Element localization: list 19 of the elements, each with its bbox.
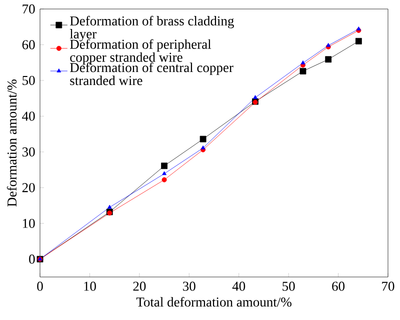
x-tick-label: 20 — [133, 282, 146, 291]
x-tick-label: 0 — [37, 282, 43, 291]
y-tick-label: 60 — [22, 40, 35, 50]
y-tick-label: 70 — [22, 4, 35, 14]
y-tick-label: 20 — [22, 183, 35, 192]
y-tick-label: 0 — [29, 254, 35, 264]
legend-label: Deformation of central copper stranded wire — [70, 62, 234, 86]
y-tick-label: 10 — [22, 218, 35, 228]
x-tick-label: 50 — [282, 282, 295, 291]
x-tick-label: 60 — [332, 282, 345, 291]
x-tick-label: 40 — [232, 282, 246, 291]
x-tick-label: 30 — [183, 282, 196, 291]
x-tick-label: 70 — [382, 282, 394, 291]
x-tick-label: 10 — [84, 282, 96, 291]
y-axis-title: Deformation amount/% — [6, 80, 17, 207]
x-axis-title: Total deformation amount/% — [136, 296, 292, 307]
y-tick-label: 50 — [22, 76, 35, 86]
y-tick-label: 40 — [22, 112, 35, 121]
y-tick-label: 30 — [22, 147, 35, 156]
